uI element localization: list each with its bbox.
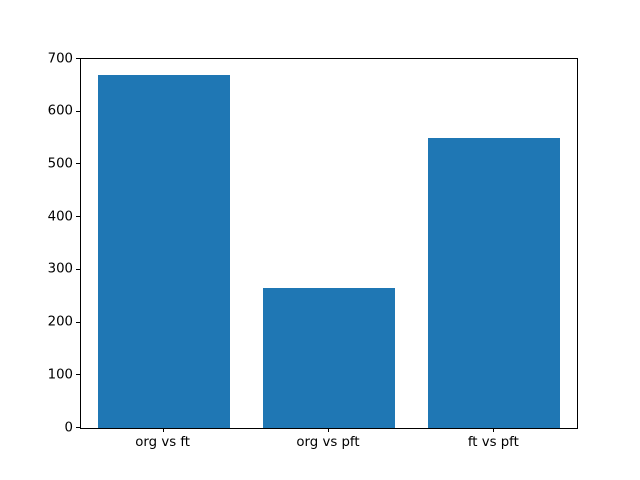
- y-tick-label-500: 500: [47, 156, 73, 172]
- x-tick-label-org-vs-ft: org vs ft: [135, 435, 191, 450]
- y-tick-mark-400: [76, 216, 80, 218]
- y-tick-label-0: 0: [64, 419, 73, 435]
- y-tick-label-300: 300: [47, 261, 73, 277]
- y-tick-label-700: 700: [47, 50, 73, 66]
- x-tick-label-ft-vs-pft: ft vs pft: [467, 435, 519, 450]
- x-tick-mark-ft-vs-pft: [493, 428, 495, 432]
- y-tick-mark-500: [76, 163, 80, 165]
- y-tick-label-400: 400: [47, 208, 73, 224]
- y-tick-mark-100: [76, 374, 80, 376]
- bar-org-vs-ft: [97, 74, 230, 428]
- y-tick-label-100: 100: [47, 367, 73, 383]
- y-tick-label-600: 600: [47, 103, 73, 119]
- x-tick-label-org-vs-pft: org vs pft: [296, 435, 360, 450]
- plot-area: [80, 58, 578, 429]
- y-tick-mark-0: [76, 427, 80, 428]
- y-tick-mark-700: [76, 58, 80, 59]
- y-tick-label-200: 200: [47, 314, 73, 330]
- y-tick-mark-300: [76, 268, 80, 270]
- bar-ft-vs-pft: [428, 138, 561, 428]
- x-tick-mark-org-vs-pft: [328, 428, 329, 432]
- x-tick-mark-org-vs-ft: [162, 428, 164, 432]
- bar-org-vs-pft: [262, 288, 396, 428]
- y-tick-mark-600: [76, 110, 80, 112]
- y-tick-mark-200: [76, 321, 80, 323]
